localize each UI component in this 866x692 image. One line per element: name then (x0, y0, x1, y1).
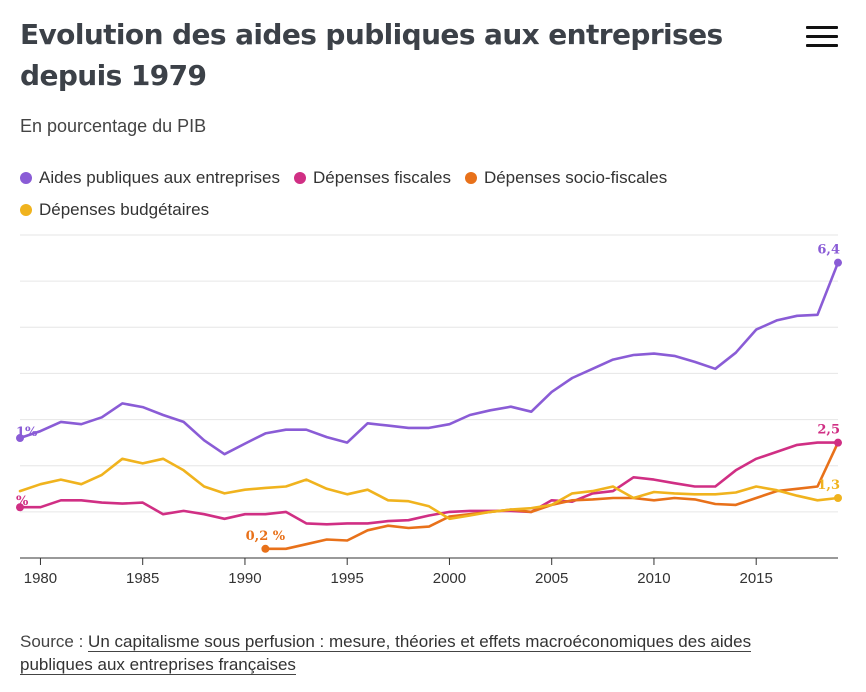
annotation-label-depenses-budgetaires-2019: 1,3 (817, 478, 840, 493)
x-tick-label-1980: 1980 (24, 570, 57, 587)
legend-label-budgetaires: Dépenses budgétaires (39, 200, 210, 219)
annotation-marker-depenses-socio-fiscales-1991 (261, 544, 270, 553)
chart-subtitle: En pourcentage du PIB (20, 116, 207, 136)
legend-item-socio-fiscales[interactable]: Dépenses socio-fiscales (464, 168, 668, 188)
chart-title: Evolution des aides publiques aux entrep… (20, 18, 723, 92)
annotation-label-depenses-fiscales-1979: % (16, 494, 29, 509)
series-line-aides-publiques-aux-entreprises (18, 261, 840, 456)
x-tick-label-1985: 1985 (126, 570, 159, 587)
annotation-label-aides-publiques-aux-entreprises-2019: 6,4 (817, 243, 840, 258)
source-prefix: Source : (20, 632, 89, 651)
legend-label-aides: Aides publiques aux entreprises (39, 168, 280, 187)
series-line-depenses-budgetaires (18, 457, 840, 521)
legend-swatch-budgetaires (20, 204, 32, 216)
x-tick-label-2005: 2005 (535, 570, 568, 587)
source-link[interactable]: Un capitalisme sous perfusion : mesure, … (20, 632, 752, 675)
x-tick-label-2010: 2010 (637, 570, 670, 587)
line-chart: 1980 1985 1990 1995 2000 2005 2010 2015 6,4 2,5 1,… (16, 234, 842, 587)
annotation-marker-depenses-fiscales-1979 (16, 503, 24, 512)
annotation-marker-depenses-fiscales-2019 (834, 438, 842, 447)
series-line-depenses-socio-fiscales (264, 441, 840, 551)
annotation-label-aides-publiques-aux-entreprises-1979: 1% (16, 425, 38, 440)
hamburger-menu-icon[interactable] (806, 26, 838, 48)
legend-label-fiscales: Dépenses fiscales (312, 168, 451, 187)
chart-legend: Aides publiques aux entreprises Dépenses… (20, 162, 780, 226)
annotation-marker-aides-publiques-aux-entreprises-2019 (834, 258, 842, 267)
x-tick-label-1995: 1995 (331, 570, 364, 587)
x-tick-label-2015: 2015 (740, 570, 773, 587)
annotation-marker-aides-publiques-aux-entreprises-1979 (16, 434, 24, 443)
legend-item-budgetaires[interactable]: Dépenses budgétaires (20, 200, 209, 220)
legend-item-fiscales[interactable]: Dépenses fiscales (293, 168, 451, 188)
legend-item-aides[interactable]: Aides publiques aux entreprises (20, 168, 280, 188)
annotation-label-depenses-socio-fiscales-1991: 0,2 % (246, 529, 286, 544)
series-line-depenses-fiscales (18, 441, 840, 526)
annotation-label-depenses-fiscales-2019: 2,5 (817, 423, 840, 438)
legend-swatch-socio-fiscales (464, 172, 477, 184)
annotation-marker-depenses-budgetaires-2019 (834, 494, 842, 503)
x-tick-label-1990: 1990 (228, 570, 261, 587)
source-note: Source : Un capitalisme sous perfusion :… (20, 630, 820, 676)
legend-swatch-fiscales (293, 172, 306, 184)
legend-swatch-aides (20, 172, 32, 184)
legend-label-socio-fiscales: Dépenses socio-fiscales (483, 168, 668, 187)
x-tick-label-2000: 2000 (433, 570, 466, 587)
